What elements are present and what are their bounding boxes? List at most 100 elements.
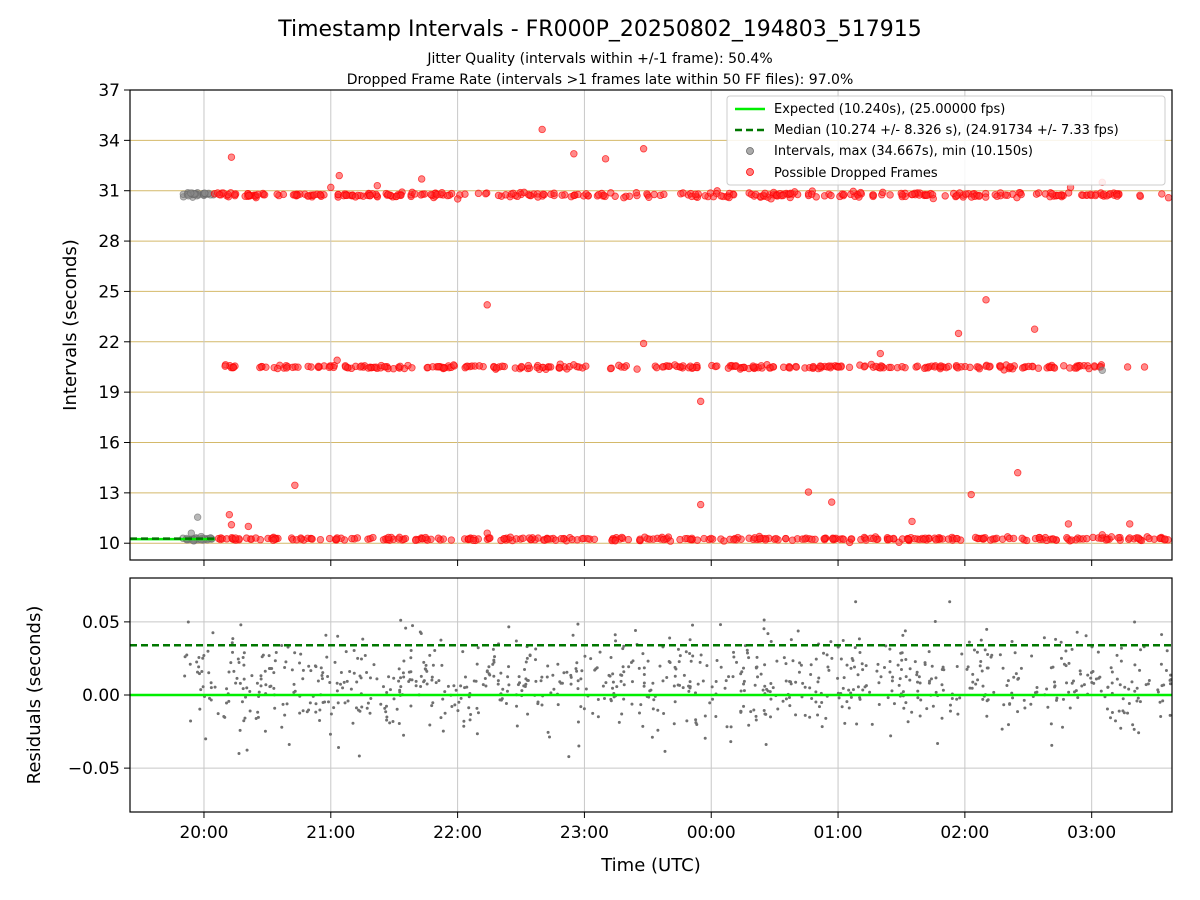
residual-point	[1133, 663, 1137, 667]
residual-point	[809, 663, 813, 667]
residual-point	[856, 673, 860, 677]
interval-point	[187, 529, 195, 537]
residual-point	[313, 664, 317, 668]
residual-point	[368, 676, 372, 680]
residual-point	[674, 667, 678, 671]
residual-point	[854, 600, 858, 604]
residual-point	[673, 700, 677, 704]
residual-point	[656, 708, 660, 712]
x-axis-label: Time (UTC)	[600, 855, 701, 876]
residual-point	[1137, 731, 1141, 735]
dropped-frame-point	[932, 536, 940, 544]
residual-point	[719, 665, 723, 669]
residual-point	[803, 713, 807, 717]
residual-point	[336, 701, 340, 705]
residual-point	[326, 675, 330, 679]
residual-point	[816, 680, 820, 684]
dropped-frame-point	[481, 190, 490, 198]
residual-point	[853, 646, 857, 650]
residual-point	[1061, 697, 1065, 701]
residual-point	[399, 618, 403, 622]
dropped-frame-point	[967, 490, 975, 499]
residual-point	[699, 653, 703, 657]
residual-point	[637, 711, 641, 715]
residual-point	[1082, 683, 1086, 687]
residual-point	[858, 697, 862, 701]
x-tick-label: 21:00	[306, 823, 355, 843]
residual-point	[927, 650, 931, 654]
dropped-frame-point	[242, 534, 251, 542]
dropped-frame-point	[1085, 364, 1093, 373]
dropped-frame-point	[820, 535, 828, 543]
residual-point	[917, 675, 921, 679]
residual-point	[769, 682, 773, 686]
intervals-y-tick-label: 37	[98, 81, 120, 101]
residual-point	[365, 670, 369, 674]
residual-point	[580, 669, 584, 673]
residual-point	[263, 669, 267, 673]
residual-point	[685, 719, 689, 723]
residual-point	[622, 670, 626, 674]
residual-point	[238, 728, 242, 732]
residual-point	[906, 720, 910, 724]
dropped-frame-point	[506, 533, 515, 541]
residual-point	[197, 665, 201, 669]
residual-point	[960, 652, 964, 656]
residual-point	[514, 639, 518, 643]
intervals-plot-frame	[129, 89, 1173, 561]
dropped-frame-point	[869, 534, 878, 543]
residual-point	[558, 680, 562, 684]
residual-point	[703, 736, 707, 740]
residual-point	[476, 711, 480, 715]
residual-point	[256, 710, 260, 714]
dropped-frame-point	[304, 192, 312, 200]
dropped-frame-point	[971, 533, 980, 542]
residual-point	[1067, 690, 1071, 694]
residual-point	[366, 701, 370, 705]
residual-point	[375, 677, 379, 681]
residual-point	[696, 682, 700, 686]
residual-point	[534, 647, 538, 651]
residual-point	[1110, 681, 1114, 685]
residual-point	[576, 687, 580, 691]
residual-point	[452, 684, 456, 688]
legend-box	[726, 95, 1166, 186]
residual-point	[200, 670, 204, 674]
residual-point	[360, 705, 364, 709]
residual-point	[540, 675, 544, 679]
residual-point	[701, 679, 705, 683]
dropped-frame-point	[845, 363, 854, 372]
residual-point	[1042, 636, 1046, 640]
dropped-frame-point	[538, 125, 546, 134]
dropped-frame-point	[804, 488, 813, 496]
dropped-frame-point	[801, 535, 809, 543]
dropped-frame-point	[816, 362, 824, 370]
residual-point	[259, 674, 263, 678]
residual-point	[992, 690, 996, 694]
residual-point	[245, 748, 249, 752]
intervals-x-ticks	[203, 560, 1093, 566]
residual-point	[841, 638, 845, 642]
residual-point	[665, 676, 669, 680]
dropped-frame-point	[792, 363, 801, 371]
dropped-frame-point	[440, 364, 448, 372]
residual-point	[784, 697, 788, 701]
residual-point	[1130, 680, 1134, 684]
residual-point	[399, 676, 403, 680]
residual-point	[556, 703, 560, 707]
residual-point	[1035, 685, 1039, 689]
residual-point	[425, 669, 429, 673]
residual-point	[799, 663, 803, 667]
dropped-frame-point	[1098, 531, 1106, 539]
residual-point	[545, 675, 549, 679]
residual-point	[1014, 672, 1018, 676]
residual-point	[285, 702, 289, 706]
dropped-frame-point	[840, 190, 848, 199]
residual-point	[397, 721, 401, 725]
residual-point	[797, 670, 801, 674]
dropped-frame-point	[686, 535, 695, 544]
residual-point	[183, 674, 187, 678]
residual-point	[1115, 653, 1119, 657]
residual-point	[507, 665, 511, 669]
residual-point	[1016, 677, 1020, 681]
